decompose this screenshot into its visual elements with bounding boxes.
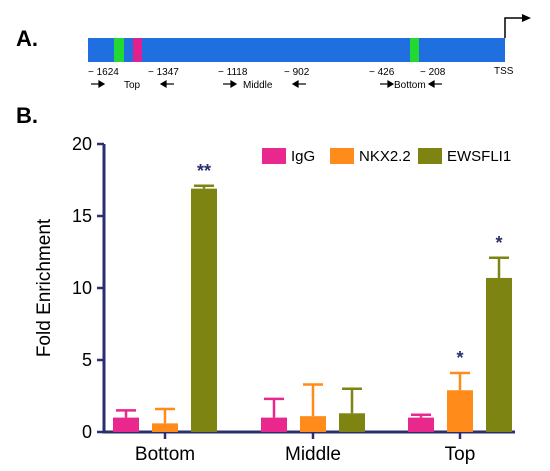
bar-igg-middle [261, 417, 287, 432]
position-label-6: − 208 [420, 67, 446, 78]
x-category-label: Bottom [135, 444, 195, 465]
tss-label: TSS [494, 66, 514, 77]
promoter-bar [88, 38, 505, 62]
bar-ewsfli1-top [486, 277, 512, 432]
green-marker-2 [410, 38, 419, 62]
bar-nkx22-top [447, 390, 473, 432]
region-middle-label: Middle [243, 80, 273, 91]
legend-label: IgG [291, 148, 315, 165]
bar-ewsfli1-bottom [191, 188, 217, 432]
y-tick-label: 5 [82, 350, 92, 370]
green-marker-1 [114, 38, 124, 62]
y-axis-label: Fold Enrichment [34, 218, 55, 357]
panel-a-label: A. [16, 26, 38, 51]
position-label-4: − 902 [284, 67, 310, 78]
bar-igg-top [408, 417, 434, 432]
bar-igg-bottom [113, 417, 139, 432]
position-label-3: − 1118 [218, 67, 248, 78]
x-category-label: Top [445, 444, 476, 465]
position-label-2: − 1347 [148, 67, 179, 78]
panel-b-label: B. [16, 103, 38, 128]
significance-marker: * [456, 348, 463, 368]
y-tick-label: 20 [72, 134, 92, 154]
primer-arrows [91, 79, 442, 89]
region-top-label: Top [124, 80, 141, 91]
tss-arrow [504, 17, 525, 38]
significance-marker: * [495, 233, 502, 253]
legend-label: EWSFLI1 [447, 148, 511, 165]
tss-arrow-head [522, 14, 531, 22]
legend-swatch [418, 148, 442, 164]
magenta-marker [133, 38, 142, 62]
position-label-1: − 1624 [88, 67, 119, 78]
bar-nkx22-bottom [152, 423, 178, 432]
bar-ewsfli1-middle [339, 413, 365, 432]
legend-swatch [330, 148, 354, 164]
significance-marker: ** [197, 161, 211, 181]
y-tick-label: 15 [72, 206, 92, 226]
legend-label: NKX2.2 [359, 148, 411, 165]
legend-swatch [262, 148, 286, 164]
position-label-5: − 426 [369, 67, 395, 78]
bar-nkx22-middle [300, 416, 326, 432]
y-tick-label: 0 [82, 422, 92, 442]
y-tick-label: 10 [72, 278, 92, 298]
region-bottom-label: Bottom [394, 80, 426, 91]
x-category-label: Middle [285, 444, 341, 465]
